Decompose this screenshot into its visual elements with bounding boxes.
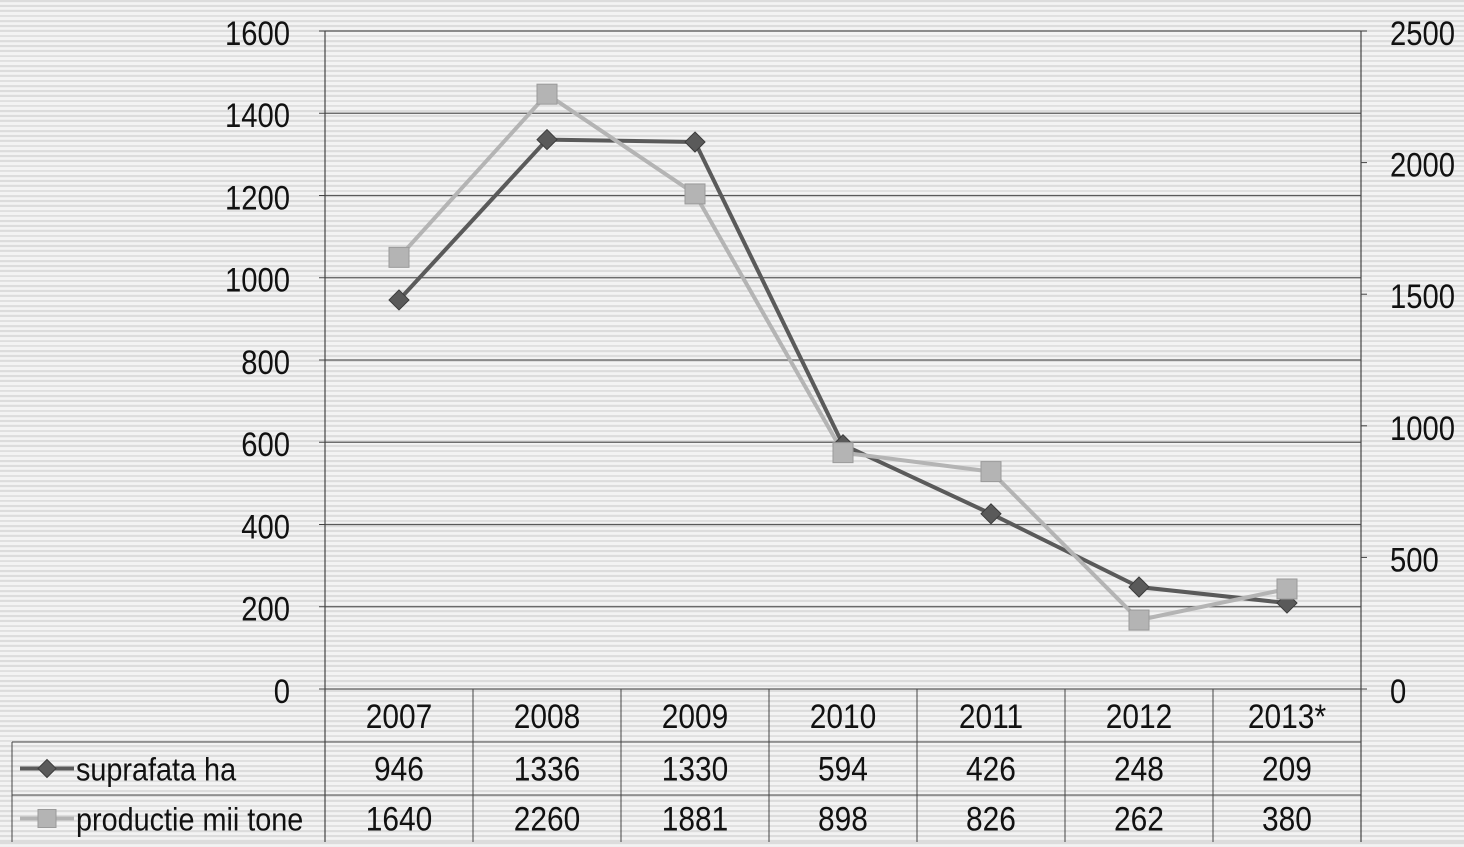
left-tick-label: 600 — [241, 425, 290, 464]
right-tick-label: 1000 — [1390, 409, 1455, 448]
left-tick-label: 200 — [241, 590, 290, 629]
left-tick-label: 1400 — [225, 96, 290, 135]
category-label: 2013* — [1248, 697, 1326, 735]
marker-diamond — [1128, 576, 1150, 598]
marker-diamond — [684, 131, 706, 153]
right-tick-label: 2000 — [1390, 146, 1455, 185]
category-label: 2012 — [1106, 697, 1173, 735]
category-label: 2007 — [366, 697, 433, 735]
marker-diamond — [536, 128, 558, 151]
series-name: suprafata ha — [76, 752, 236, 788]
category-label: 2009 — [662, 697, 729, 735]
table-value: 1336 — [514, 750, 581, 788]
marker-square — [832, 442, 854, 464]
gridlines — [325, 30, 1361, 690]
marker-square — [1128, 609, 1150, 631]
series-line-2 — [397, 92, 1288, 623]
table-value: 594 — [818, 750, 868, 788]
left-tick-label: 0 — [274, 672, 290, 711]
marker-square — [1276, 578, 1298, 600]
right-tick-label: 0 — [1390, 672, 1406, 711]
series-markers — [388, 83, 1298, 631]
table-value: 1330 — [662, 750, 729, 788]
series-lines — [397, 92, 1288, 623]
table-value: 946 — [374, 750, 424, 788]
left-axis: 0 200 400 600 800 1000 1200 1400 1600 — [225, 14, 325, 711]
table-value: 209 — [1262, 750, 1312, 788]
legend-marker-diamond — [37, 758, 57, 779]
table-value: 826 — [966, 800, 1016, 838]
table-value: 1881 — [662, 800, 729, 838]
table-value: 898 — [818, 800, 868, 838]
table-value: 248 — [1114, 750, 1164, 788]
marker-diamond — [388, 289, 410, 311]
data-table: suprafata ha 946 1336 1330 594 426 248 209 produ… — [20, 750, 1312, 838]
marker-square — [536, 83, 558, 105]
marker-square — [684, 183, 706, 205]
left-tick-label: 800 — [241, 343, 290, 382]
category-label: 2008 — [514, 697, 581, 735]
right-tick-label: 2500 — [1390, 14, 1455, 53]
marker-square — [388, 246, 410, 268]
table-value: 426 — [966, 750, 1016, 788]
category-labels: 2007 2008 2009 2010 2011 2012 2013* — [366, 697, 1326, 735]
series-line-1 — [397, 137, 1288, 606]
table-value: 1640 — [366, 800, 433, 838]
table-value: 2260 — [514, 800, 581, 838]
data-table-grid — [11, 31, 1362, 842]
right-axis: 0 500 1000 1500 2000 2500 — [1361, 14, 1455, 711]
series-name: productie mii tone — [76, 802, 303, 838]
marker-diamond — [980, 503, 1002, 525]
marker-square — [980, 461, 1002, 483]
category-label: 2011 — [959, 697, 1023, 735]
table-value: 380 — [1262, 800, 1312, 838]
left-tick-label: 1000 — [225, 261, 290, 300]
right-tick-label: 500 — [1390, 540, 1439, 579]
table-value: 262 — [1114, 800, 1164, 838]
left-tick-label: 1200 — [225, 178, 290, 217]
right-tick-label: 1500 — [1390, 277, 1455, 316]
category-label: 2010 — [810, 697, 877, 735]
left-tick-label: 400 — [241, 507, 290, 546]
left-tick-label: 1600 — [225, 14, 290, 53]
legend-marker-square — [37, 809, 57, 828]
